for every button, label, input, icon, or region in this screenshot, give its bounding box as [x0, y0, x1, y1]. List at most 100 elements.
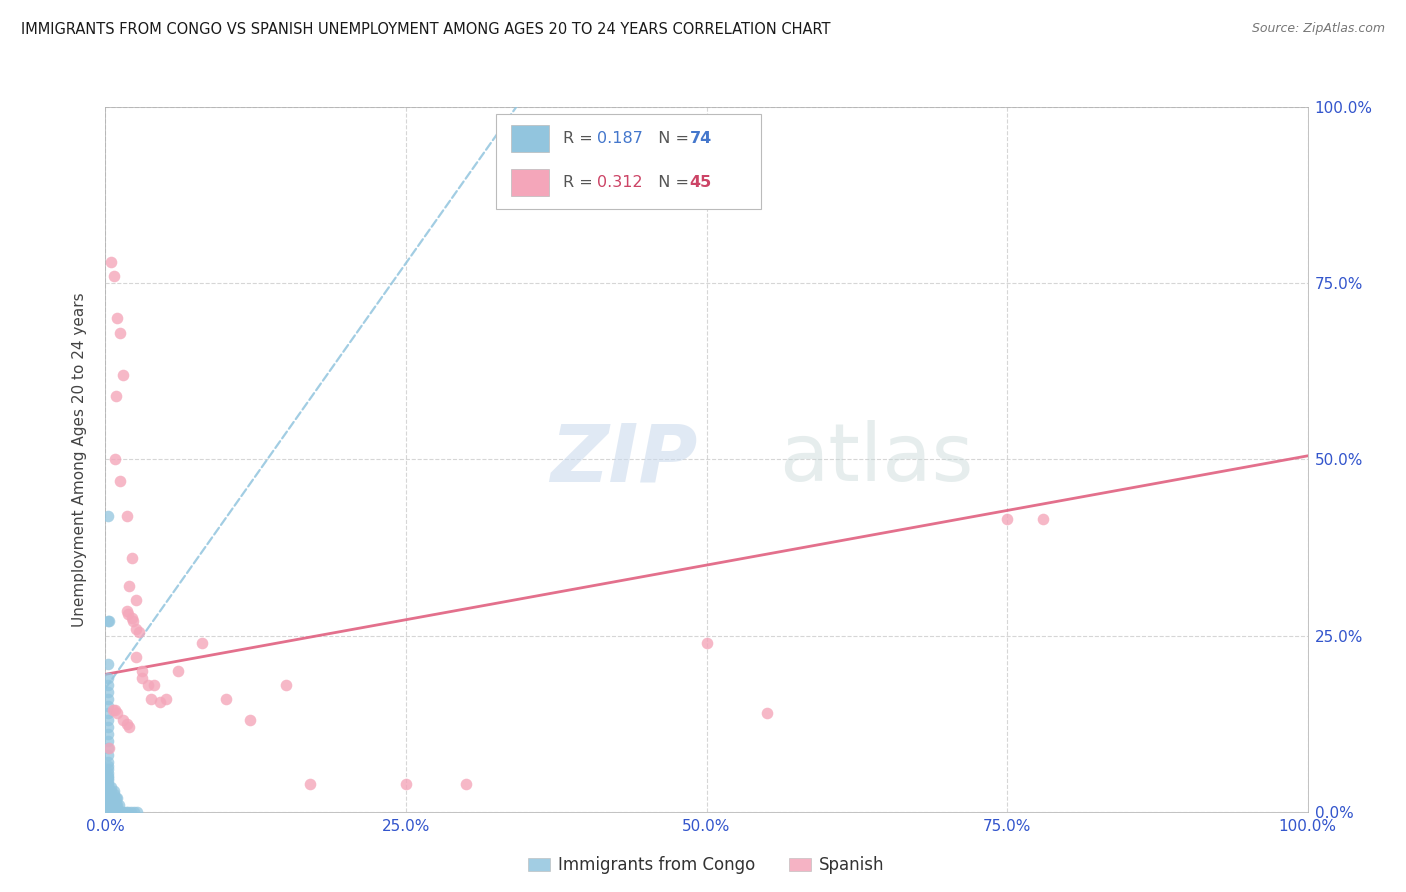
Point	[97, 671, 120, 685]
Point	[100, 787, 122, 801]
Point	[107, 805, 129, 819]
Point	[104, 452, 127, 467]
Point	[97, 508, 120, 523]
FancyBboxPatch shape	[510, 126, 548, 153]
Point	[118, 720, 141, 734]
Point	[117, 607, 139, 622]
Point	[124, 622, 146, 636]
Point	[112, 713, 135, 727]
Point	[108, 474, 131, 488]
Point	[155, 692, 177, 706]
Point	[100, 783, 122, 797]
Point	[107, 790, 129, 805]
Point	[97, 763, 120, 777]
Point	[101, 805, 124, 819]
Point	[107, 311, 129, 326]
Point	[97, 720, 120, 734]
Point	[115, 508, 138, 523]
Point	[239, 713, 262, 727]
Point	[97, 792, 120, 806]
Point	[97, 766, 120, 780]
Point	[107, 797, 129, 812]
Point	[97, 799, 120, 814]
Point	[105, 805, 128, 819]
FancyBboxPatch shape	[496, 114, 761, 210]
Point	[97, 734, 120, 748]
Y-axis label: Unemployment Among Ages 20 to 24 years: Unemployment Among Ages 20 to 24 years	[72, 292, 87, 627]
Point	[97, 793, 120, 807]
Point	[139, 692, 162, 706]
Text: 0.187: 0.187	[598, 131, 643, 146]
Point	[98, 797, 121, 812]
Point	[98, 805, 121, 819]
Point	[395, 776, 418, 790]
Point	[131, 671, 153, 685]
Point	[120, 805, 142, 819]
Point	[995, 512, 1018, 526]
Point	[124, 805, 146, 819]
Text: R =: R =	[564, 131, 599, 146]
Point	[103, 790, 125, 805]
Text: IMMIGRANTS FROM CONGO VS SPANISH UNEMPLOYMENT AMONG AGES 20 TO 24 YEARS CORRELAT: IMMIGRANTS FROM CONGO VS SPANISH UNEMPLO…	[21, 22, 831, 37]
Point	[105, 797, 128, 812]
Point	[97, 797, 120, 812]
Point	[118, 579, 141, 593]
Point	[148, 696, 170, 710]
Point	[97, 727, 120, 741]
Point	[454, 776, 477, 790]
Point	[117, 805, 139, 819]
Text: ZIP: ZIP	[550, 420, 697, 499]
Point	[101, 702, 124, 716]
Point	[115, 805, 138, 819]
Point	[298, 776, 321, 790]
Point	[97, 797, 120, 811]
Point	[97, 780, 120, 794]
Point	[97, 756, 120, 770]
Point	[101, 801, 124, 815]
Point	[125, 805, 148, 819]
Point	[98, 741, 121, 756]
Point	[97, 803, 120, 817]
Point	[97, 685, 120, 699]
Point	[103, 794, 125, 808]
Point	[104, 702, 127, 716]
Text: 45: 45	[690, 175, 711, 190]
Point	[97, 778, 120, 792]
Point	[97, 748, 120, 763]
Point	[124, 649, 146, 664]
Point	[100, 780, 122, 794]
Point	[97, 692, 120, 706]
Point	[97, 776, 120, 790]
Point	[97, 771, 120, 785]
Point	[131, 664, 153, 678]
Point	[142, 678, 165, 692]
Point	[110, 805, 132, 819]
Point	[103, 269, 125, 284]
Point	[115, 604, 138, 618]
Point	[103, 787, 125, 801]
Point	[112, 368, 135, 382]
Point	[100, 790, 122, 805]
Text: R =: R =	[564, 175, 599, 190]
Point	[97, 699, 120, 714]
Point	[111, 805, 134, 819]
Point	[104, 805, 127, 819]
Point	[121, 551, 143, 566]
Point	[105, 790, 128, 805]
Point	[97, 805, 120, 819]
Point	[97, 678, 120, 692]
Point	[97, 769, 120, 784]
Point	[124, 593, 146, 607]
Text: 74: 74	[690, 131, 711, 146]
Point	[100, 255, 122, 269]
Point	[166, 664, 188, 678]
Point	[108, 805, 131, 819]
Point	[696, 635, 718, 649]
Point	[98, 801, 121, 815]
Point	[214, 692, 236, 706]
Point	[108, 326, 131, 340]
Point	[97, 713, 120, 727]
Point	[121, 611, 143, 625]
Point	[97, 772, 120, 787]
Point	[97, 741, 120, 756]
